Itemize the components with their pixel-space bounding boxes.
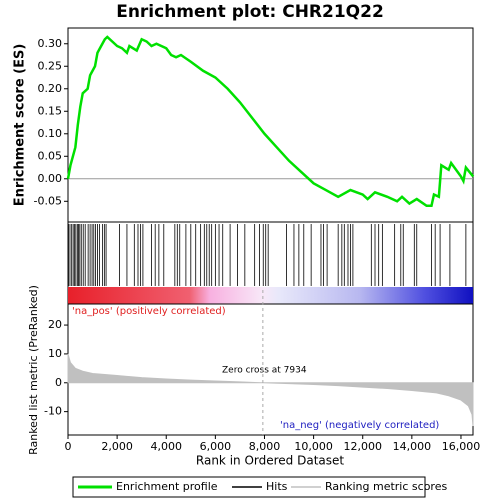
y-tick-label: 0.05 [38,149,63,162]
legend-entry: Hits [266,480,288,493]
y-tick-label: 0.25 [38,59,63,72]
y-tick-label: 0.00 [38,172,63,185]
es-frame [67,27,474,223]
x-tick-label: 0 [65,440,72,453]
y-tick-label: -10 [44,405,62,418]
x-tick-label: 4,000 [150,440,182,453]
x-tick-label: 8,000 [249,440,281,453]
y-tick-label: 0.30 [38,37,63,50]
chart-title: Enrichment plot: CHR21Q22 [116,2,384,22]
rank-color-bar [68,287,473,304]
y-tick-label: 0.20 [38,82,63,95]
neg-label: 'na_neg' (negatively correlated) [280,420,439,431]
x-tick-label: 12,000 [343,440,382,453]
x-tick-label: 10,000 [294,440,333,453]
x-tick-label: 2,000 [101,440,133,453]
y-tick-label: 10 [48,347,62,360]
x-tick-label: 14,000 [393,440,432,453]
legend-entry: Ranking metric scores [325,480,447,493]
y-tick-label: 20 [48,318,62,331]
metric-area [67,353,474,427]
y-tick-label: 0 [55,376,62,389]
legend-entry: Enrichment profile [116,480,218,493]
pos-label: 'na_pos' (positively correlated) [72,306,226,317]
es-y-label: Enrichment score (ES) [13,44,28,207]
x-tick-label: 16,000 [442,440,481,453]
metric-y-label: Ranked list metric (PreRanked) [27,285,40,455]
zero-cross-label: Zero cross at 7934 [222,366,307,376]
x-tick-label: 6,000 [200,440,232,453]
y-tick-label: 0.15 [38,104,63,117]
x-label: Rank in Ordered Dataset [196,454,344,468]
y-tick-label: 0.10 [38,127,63,140]
es-line [66,35,475,208]
y-tick-label: -0.05 [34,194,62,207]
